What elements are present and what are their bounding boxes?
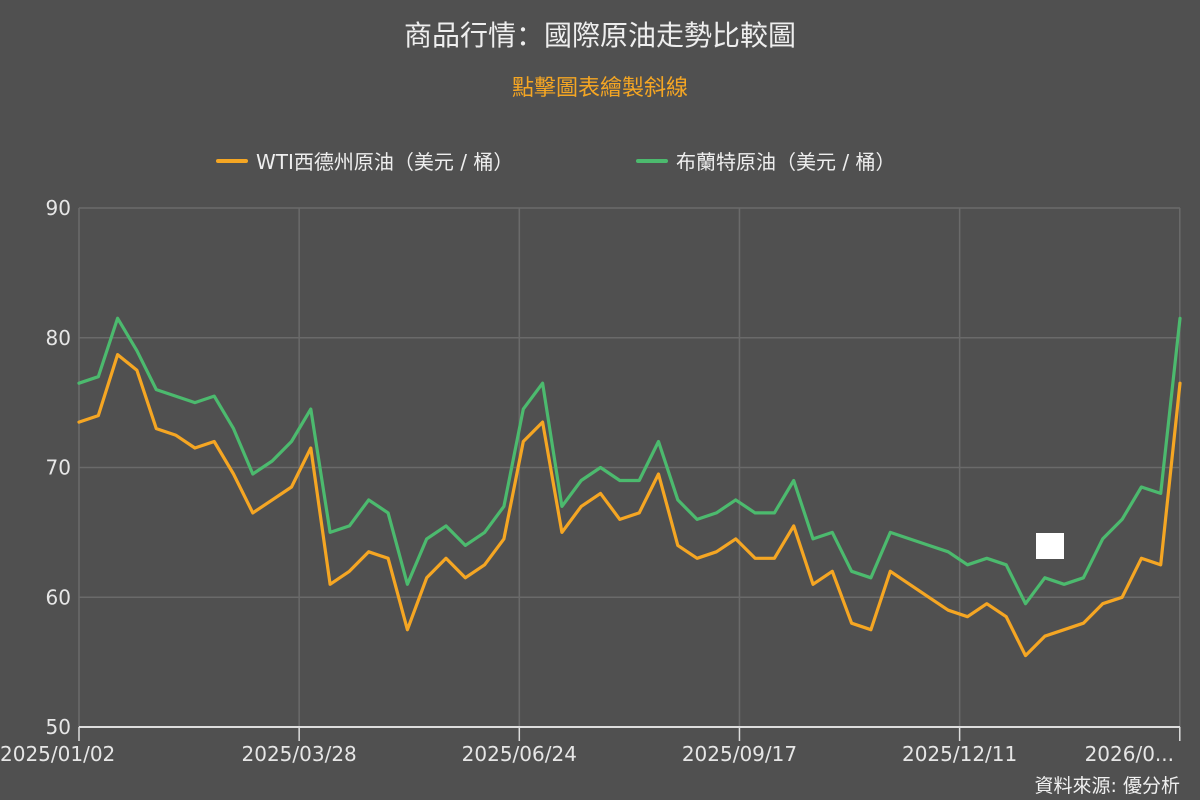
chart-title: 商品行情：國際原油走勢比較圖 [403,19,796,52]
legend-item-brent[interactable]: 布蘭特原油（美元 / 桶） [636,146,895,175]
legend-swatch-wti [216,158,248,163]
legend: WTI西德州原油（美元 / 桶） 布蘭特原油（美元 / 桶） [0,146,1200,176]
y-tick-label: 60 [46,585,71,609]
x-tick-label: 2026/0... [1085,742,1174,766]
y-tick-label: 80 [46,326,71,350]
x-tick-label: 2025/09/17 [682,742,797,766]
x-tick-label: 2025/12/11 [902,742,1017,766]
draw-trendline-link[interactable]: 點擊圖表繪製斜線 [511,76,688,101]
y-tick-label: 90 [46,196,71,220]
series-line-brent [77,316,1182,606]
legend-swatch-brent [636,158,668,163]
legend-label-brent: 布蘭特原油（美元 / 桶） [676,150,896,174]
drawing-marker[interactable] [1036,533,1064,559]
legend-label-wti: WTI西德州原油（美元 / 桶） [256,150,514,174]
x-tick-label: 2025/03/28 [242,742,357,766]
legend-item-wti[interactable]: WTI西德州原油（美元 / 桶） [216,146,513,175]
x-tick-label: 2025/06/24 [462,742,577,766]
y-tick-label: 70 [46,456,71,480]
y-tick-label: 50 [46,715,71,739]
data-source: 資料來源: 優分析 [1034,775,1180,797]
series-line-wti [77,353,1182,658]
x-tick-label: 2025/01/02 [0,742,115,766]
